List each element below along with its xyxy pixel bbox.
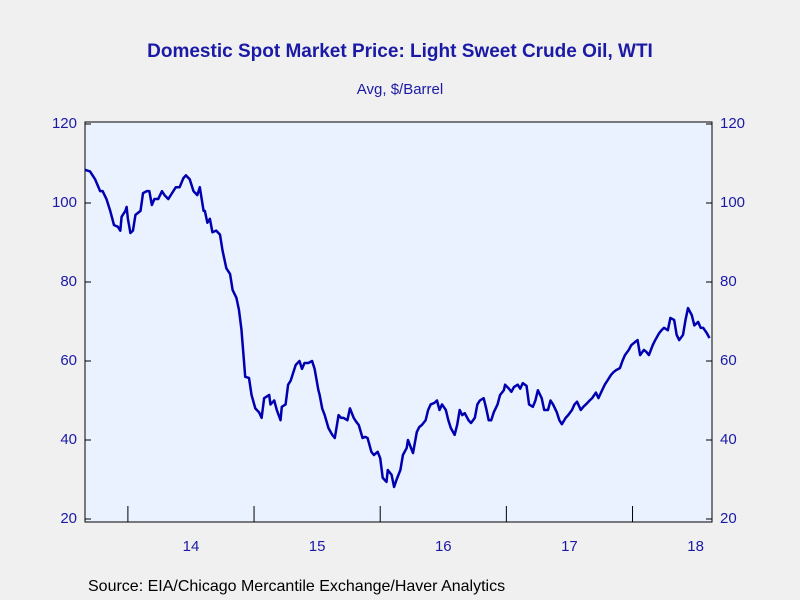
y-tick-label: 20 — [60, 510, 77, 527]
y2-tick-label: 120 — [720, 115, 745, 132]
plot-area — [84, 121, 713, 523]
y-tick-label: 80 — [60, 273, 77, 290]
y-tick-label: 120 — [52, 115, 77, 132]
chart-subtitle: Avg, $/Barrel — [357, 81, 443, 98]
x-tick-label: 14 — [183, 538, 200, 555]
y-tick-label: 60 — [60, 352, 77, 369]
x-tick-label: 16 — [435, 538, 452, 555]
x-tick-label: 15 — [309, 538, 326, 555]
source-note: Source: EIA/Chicago Mercantile Exchange/… — [88, 578, 505, 595]
y-tick-label: 40 — [60, 431, 77, 448]
y2-tick-label: 60 — [720, 352, 737, 369]
y2-tick-label: 40 — [720, 431, 737, 448]
x-tick-label: 17 — [561, 538, 578, 555]
y2-tick-label: 80 — [720, 273, 737, 290]
y-tick-label: 100 — [52, 194, 77, 211]
y2-tick-label: 20 — [720, 510, 737, 527]
chart-title: Domestic Spot Market Price: Light Sweet … — [147, 41, 653, 62]
x-tick-label: 18 — [687, 538, 704, 555]
y2-tick-label: 100 — [720, 194, 745, 211]
price-line — [84, 168, 711, 489]
